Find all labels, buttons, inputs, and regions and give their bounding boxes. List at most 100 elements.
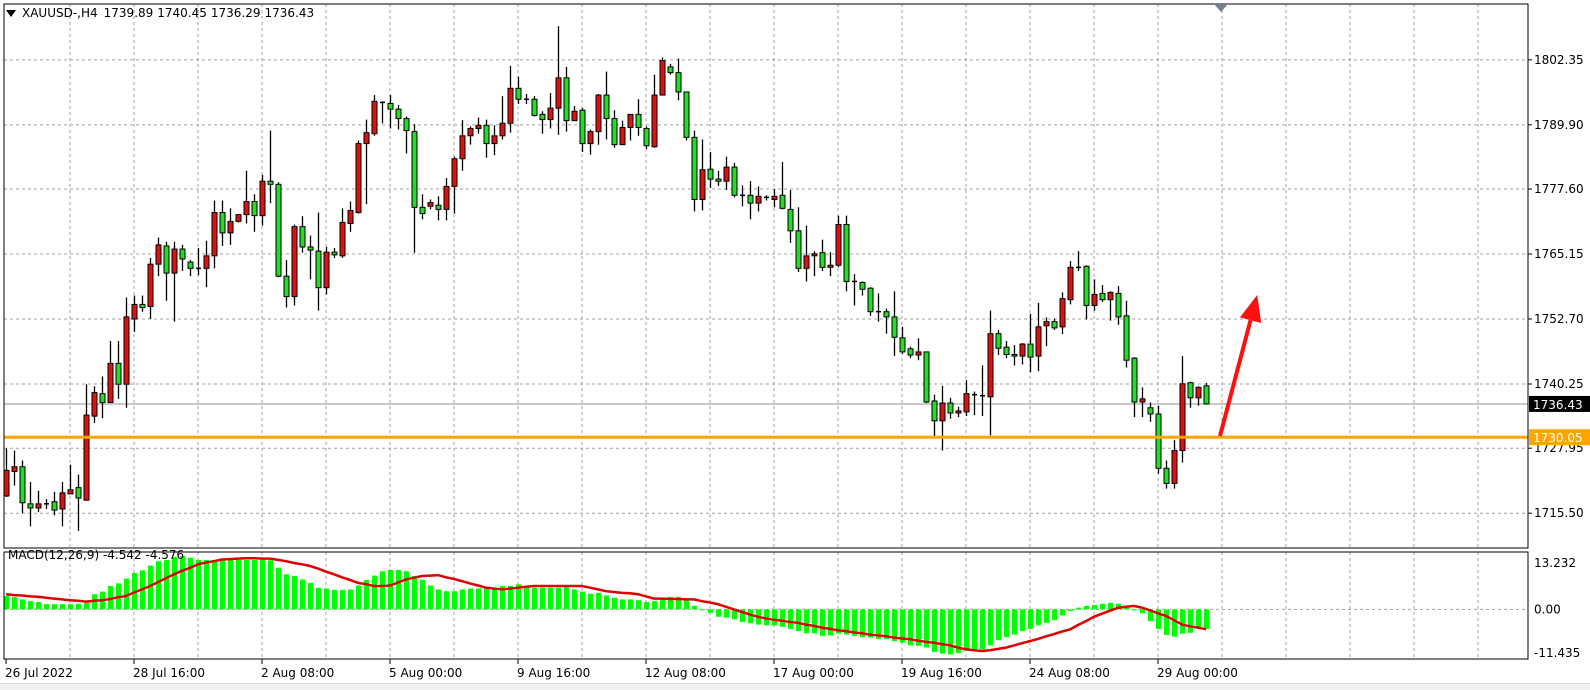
macd-histogram-bar: [940, 609, 945, 654]
macd-histogram-bar: [644, 602, 649, 610]
candle-body: [707, 168, 714, 180]
macd-histogram-bar: [300, 579, 305, 610]
candle-body: [371, 100, 378, 135]
candle-body: [131, 303, 138, 320]
macd-pane-frame: [3, 551, 1529, 660]
candle-body: [459, 135, 466, 160]
candle-body: [267, 180, 274, 185]
candle-body: [483, 124, 490, 145]
candle-body: [299, 226, 306, 248]
candle-body: [227, 220, 234, 234]
macd-histogram-bar: [668, 596, 673, 610]
time-tick-label: 26 Jul 2022: [5, 666, 73, 680]
candle-body: [251, 201, 258, 217]
candle-body: [1107, 291, 1114, 301]
macd-histogram-bar: [476, 588, 481, 610]
macd-histogram-bar: [292, 575, 297, 610]
candle-body: [587, 131, 594, 145]
candle-body: [155, 244, 162, 265]
macd-histogram-bar: [324, 588, 329, 610]
candle-body: [387, 102, 394, 110]
candle-body: [1051, 321, 1058, 329]
time-tick-label: 19 Aug 16:00: [901, 666, 982, 680]
price-tick-label: 1715.50: [1534, 506, 1584, 520]
candle-body: [539, 113, 546, 121]
candle-body: [235, 214, 242, 222]
macd-histogram-bar: [1188, 609, 1193, 633]
macd-histogram-bar: [1156, 609, 1161, 629]
bid-price-label: 1736.43: [1533, 398, 1583, 412]
candle-body: [515, 87, 522, 100]
candle-body: [123, 316, 130, 385]
candle-body: [139, 303, 146, 309]
candle-body: [363, 132, 370, 145]
macd-histogram-bar: [1004, 609, 1009, 638]
macd-histogram-bar: [492, 589, 497, 610]
macd-histogram-bar: [124, 578, 129, 610]
candle-body: [1091, 293, 1098, 306]
macd-histogram-bar: [812, 609, 817, 634]
macd-histogram-bar: [788, 609, 793, 629]
macd-tick-label: 13.232: [1534, 556, 1576, 570]
macd-histogram-bar: [236, 559, 241, 610]
macd-histogram-bar: [924, 609, 929, 648]
macd-histogram-bar: [1036, 609, 1041, 626]
macd-histogram-bar: [332, 589, 337, 610]
macd-histogram-bar: [868, 609, 873, 638]
macd-histogram-bar: [684, 599, 689, 610]
candle-body: [563, 77, 570, 122]
candle-body: [619, 126, 626, 146]
macd-histogram-bar: [1076, 607, 1081, 610]
candle-body: [171, 248, 178, 274]
time-tick-label: 12 Aug 08:00: [645, 666, 726, 680]
macd-histogram-bar: [12, 597, 17, 610]
chart-header: XAUUSD-,H4 1739.89 1740.45 1736.29 1736.…: [6, 6, 314, 20]
time-tick-label: 17 Aug 00:00: [773, 666, 854, 680]
time-tick-label: 2 Aug 08:00: [261, 666, 334, 680]
macd-histogram-bar: [252, 559, 257, 610]
macd-histogram-bar: [356, 585, 361, 610]
macd-histogram-bar: [372, 575, 377, 610]
candle-body: [443, 185, 450, 210]
macd-histogram-bar: [1068, 609, 1073, 612]
candle-body: [683, 91, 690, 138]
candle-body: [1059, 298, 1066, 328]
price-tick-label: 1789.90: [1534, 118, 1584, 132]
candle-body: [747, 194, 754, 204]
candle-body: [627, 113, 634, 128]
candle-body: [531, 98, 538, 116]
candle-body: [675, 72, 682, 93]
candle-body: [347, 209, 354, 224]
bar-close: 1736.43: [264, 6, 315, 20]
candle-body: [571, 110, 578, 122]
macd-histogram-bar: [516, 584, 521, 610]
candle-body: [355, 143, 362, 214]
candle-body: [67, 489, 74, 495]
candle-body: [203, 255, 210, 269]
candle-body: [651, 94, 658, 148]
candle-body: [1115, 292, 1122, 318]
candle-body: [435, 204, 442, 210]
macd-histogram-bar: [364, 579, 369, 610]
macd-histogram-bar: [540, 587, 545, 610]
candle-body: [1139, 398, 1146, 403]
macd-histogram-bar: [836, 609, 841, 634]
macd-histogram-bar: [1180, 609, 1185, 634]
macd-histogram-bar: [204, 559, 209, 610]
macd-histogram-bar: [1020, 609, 1025, 632]
bid-price-tag: [1529, 395, 1590, 412]
macd-histogram-bar: [580, 591, 585, 610]
time-tick-label: 5 Aug 00:00: [389, 666, 462, 680]
macd-histogram-bar: [1196, 609, 1201, 628]
price-tick-label: 1802.35: [1534, 53, 1584, 67]
dropdown-triangle-icon[interactable]: [6, 9, 16, 17]
candle-body: [395, 108, 402, 120]
candle-body: [219, 212, 226, 234]
macd-histogram-bar: [732, 609, 737, 620]
candle-body: [1019, 343, 1026, 357]
candle-body: [1027, 343, 1034, 358]
candle-body: [907, 348, 914, 356]
macd-histogram-bar: [468, 588, 473, 610]
price-tick-label: 1752.70: [1534, 312, 1584, 326]
